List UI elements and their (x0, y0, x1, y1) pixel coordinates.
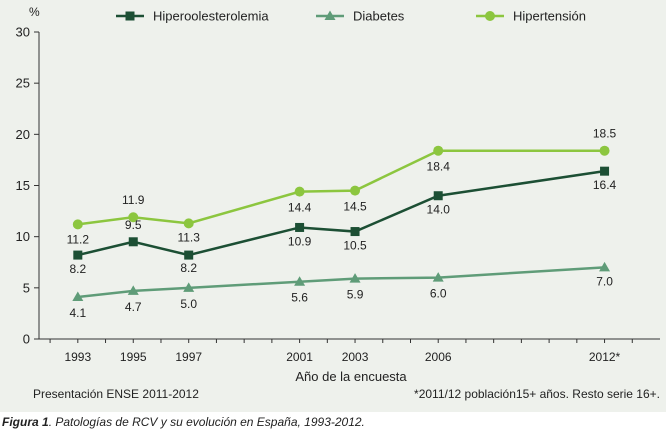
legend-label: Hiperoolesterolemia (153, 9, 269, 24)
data-label: 8.2 (69, 262, 86, 276)
series-lines (72, 145, 611, 302)
data-point (599, 261, 611, 272)
x-tick-label: 2003 (342, 350, 369, 364)
caption-label: Figura 1 (2, 415, 49, 429)
data-point (72, 219, 83, 230)
legend: Hiperoolesterolemia Diabetes Hipertensión (116, 9, 586, 24)
data-label: 11.3 (177, 230, 200, 244)
legend-label: Diabetes (353, 9, 405, 24)
data-label: 9.5 (125, 218, 142, 232)
x-tick-label: 1993 (64, 350, 91, 364)
data-label: 5.6 (291, 291, 308, 305)
data-point (600, 166, 610, 176)
line-chart: 0 5 10 15 20 25 30% 1993 1995 1997 2001 2003 2006 201… (16, 5, 660, 384)
data-point (433, 145, 444, 156)
data-label: 4.7 (125, 300, 142, 314)
data-label: 14.0 (427, 203, 451, 217)
y-tick-label: 0 (23, 332, 30, 347)
data-point (350, 227, 360, 237)
y-tick-label: 5 (23, 280, 30, 295)
x-tick-label: 2012* (589, 350, 621, 364)
axes: 0 5 10 15 20 25 30% 1993 1995 1997 2001 2003 2006 201… (16, 5, 660, 384)
data-label: 10.5 (343, 239, 367, 253)
caption-text: . Patologías de RCV y su evolución en Es… (48, 415, 365, 429)
y-tick-label: 20 (16, 127, 30, 142)
data-point (183, 282, 195, 292)
data-label: 6.0 (430, 287, 447, 301)
series-line (77, 169, 605, 257)
data-label: 11.2 (67, 232, 90, 246)
y-unit-label: % (29, 5, 40, 19)
data-point (350, 185, 361, 196)
data-label: 18.5 (593, 127, 617, 141)
data-label: 5.9 (347, 288, 364, 302)
data-label: 7.0 (596, 274, 613, 288)
y-tick-label: 15 (16, 178, 30, 193)
data-point (184, 250, 194, 260)
x-tick-label: 1997 (175, 350, 202, 364)
data-point (294, 276, 306, 286)
data-point (599, 145, 610, 156)
source-note: Presentación ENSE 2011-2012 (33, 387, 199, 401)
data-label: 18.4 (427, 160, 451, 174)
data-label: 16.4 (593, 178, 617, 192)
data-point (433, 191, 443, 201)
data-label: 14.5 (343, 200, 367, 214)
x-tick-label: 2001 (286, 350, 313, 364)
x-tick-label: 1995 (120, 350, 147, 364)
x-tick-label: 2006 (425, 350, 452, 364)
series-labels: 8.2 9.5 8.2 10.9 10.5 14.0 16.4 4.1 4.7 5.0 5.6 5.9… (67, 127, 617, 320)
data-point (295, 222, 305, 232)
data-label: 5.0 (180, 297, 197, 311)
figure-caption: Figura 1. Patologías de RCV y su evoluci… (2, 415, 365, 429)
y-tick-label: 30 (16, 25, 30, 40)
series-line (77, 266, 605, 299)
y-tick-label: 10 (16, 229, 30, 244)
legend-marker (125, 11, 135, 21)
data-label: 8.2 (180, 261, 197, 275)
y-tick-label: 25 (16, 76, 30, 91)
data-point (128, 237, 138, 247)
series-line (77, 149, 605, 226)
data-point (73, 250, 83, 260)
chart-panel: 0 5 10 15 20 25 30% 1993 1995 1997 2001 2003 2006 201… (0, 0, 666, 412)
legend-label: Hipertensión (513, 9, 586, 24)
data-point (127, 285, 139, 295)
data-point (432, 272, 444, 282)
data-label: 4.1 (69, 306, 86, 320)
age-footnote: *2011/12 población15+ años. Resto serie … (414, 387, 660, 401)
data-point (294, 186, 305, 197)
data-label: 14.4 (288, 201, 312, 215)
data-label: 10.9 (288, 234, 312, 248)
data-point (349, 273, 361, 283)
x-axis-title: Año de la encuesta (295, 369, 407, 384)
data-point (72, 291, 84, 302)
data-point (128, 212, 139, 223)
data-point (183, 218, 194, 229)
data-label: 11.9 (122, 193, 145, 207)
legend-marker (324, 10, 336, 20)
legend-marker (485, 11, 495, 21)
